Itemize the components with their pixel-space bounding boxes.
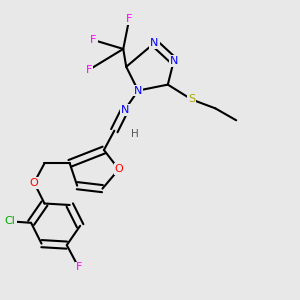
Text: F: F xyxy=(126,14,132,24)
Text: N: N xyxy=(134,85,142,96)
Text: Cl: Cl xyxy=(5,216,16,226)
Text: H: H xyxy=(131,129,138,139)
Text: O: O xyxy=(114,164,123,174)
Text: F: F xyxy=(76,262,82,272)
Text: N: N xyxy=(150,38,159,48)
Text: S: S xyxy=(188,94,195,104)
Text: N: N xyxy=(169,56,178,66)
Text: F: F xyxy=(86,65,92,75)
Text: O: O xyxy=(30,178,38,188)
Text: F: F xyxy=(90,35,97,45)
Text: N: N xyxy=(121,105,129,115)
